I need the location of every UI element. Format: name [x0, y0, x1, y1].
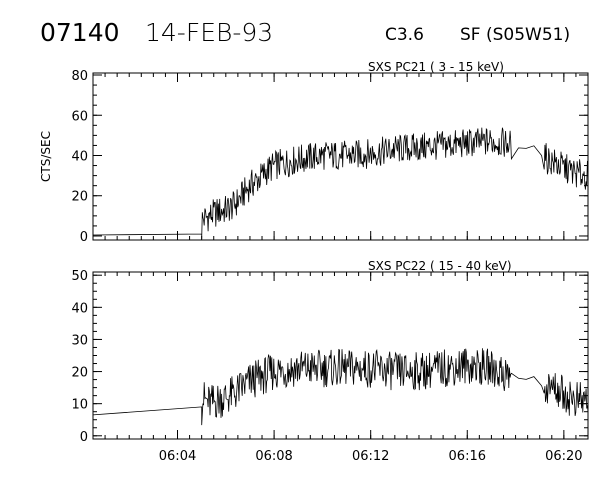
chart-title: SXS PC21 ( 3 - 15 keV): [368, 60, 504, 74]
observation-date: 14-FEB-93: [145, 18, 273, 47]
x-tick-label: 06:04: [159, 449, 196, 464]
series-line: [92, 127, 589, 240]
y-tick-label: 0: [80, 230, 88, 245]
chart-panel-pc22: SXS PC22 ( 15 - 40 keV) 0 10 20 30 40 50 06:04 0…: [71, 259, 589, 464]
chart-panel-pc21: SXS PC21 ( 3 - 15 keV) CTS/SEC 0 20 40 60 80: [39, 60, 589, 245]
y-tick-label: 80: [71, 69, 88, 84]
x-tick-label: 06:12: [352, 449, 389, 464]
y-tick-label: 60: [71, 109, 88, 124]
y-tick-label: 10: [71, 398, 88, 413]
y-tick-label: 30: [71, 333, 88, 348]
y-tick-label: 20: [71, 366, 88, 381]
y-axis-label: CTS/SEC: [39, 131, 53, 182]
y-tick-label: 50: [71, 269, 88, 284]
flare-class: C3.6: [385, 25, 424, 45]
series-line: [92, 348, 589, 426]
y-tick-label: 40: [71, 301, 88, 316]
flare-location: SF (S05W51): [460, 25, 570, 45]
x-tick-label: 06:20: [545, 449, 582, 464]
x-tick-label: 06:08: [255, 449, 292, 464]
y-tick-label: 0: [80, 430, 88, 445]
event-id: 07140: [40, 18, 120, 47]
chart-title: SXS PC22 ( 15 - 40 keV): [368, 259, 512, 273]
y-tick-label: 20: [71, 190, 88, 205]
y-tick-label: 40: [71, 149, 88, 164]
plot-frame: [92, 72, 589, 241]
x-tick-label: 06:16: [449, 449, 486, 464]
